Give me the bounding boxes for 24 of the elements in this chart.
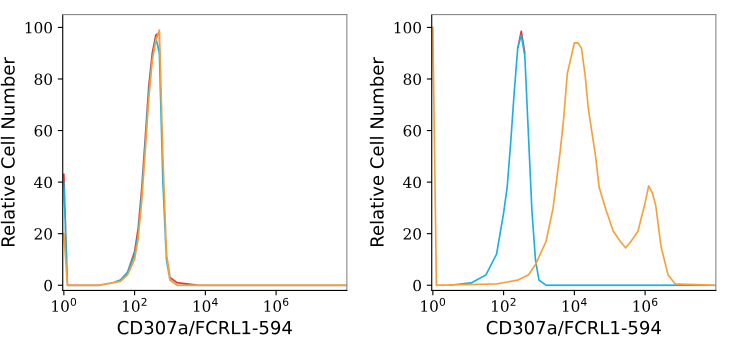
x-tick-label: 10$^{0}$: [421, 298, 446, 312]
y-axis-title: Relative Cell Number: [0, 57, 15, 246]
y-tick-label: 80: [404, 73, 421, 85]
y-tick-label: 20: [34, 228, 52, 240]
y-tick-label: 80: [34, 73, 52, 85]
y-tick-label: 0: [413, 280, 421, 292]
y-tick-label: 0: [44, 280, 52, 292]
x-axis-title: CD307a/FCRL1-594: [118, 320, 292, 336]
y-tick-label: 100: [394, 22, 421, 34]
y-tick-label: 40: [34, 176, 52, 188]
x-axis-title: CD307a/FCRL1-594: [486, 320, 661, 336]
x-tick-label: 10$^{6}$: [264, 298, 288, 312]
y-tick-label: 100: [26, 22, 52, 34]
y-tick-label: 60: [34, 125, 52, 137]
y-axis-title: Relative Cell Number: [370, 57, 384, 246]
x-tick-label: 10$^{2}$: [492, 298, 516, 312]
x-tick-label: 10$^{2}$: [123, 298, 146, 312]
y-tick-label: 20: [404, 228, 421, 240]
y-tick-label: 60: [404, 125, 421, 137]
y-tick-label: 40: [403, 176, 421, 188]
x-tick-label: 10$^{0}$: [52, 298, 76, 312]
x-tick-label: 10$^{6}$: [634, 298, 658, 312]
x-tick-label: 10$^{4}$: [194, 298, 218, 312]
x-tick-label: 10$^{4}$: [562, 298, 587, 312]
